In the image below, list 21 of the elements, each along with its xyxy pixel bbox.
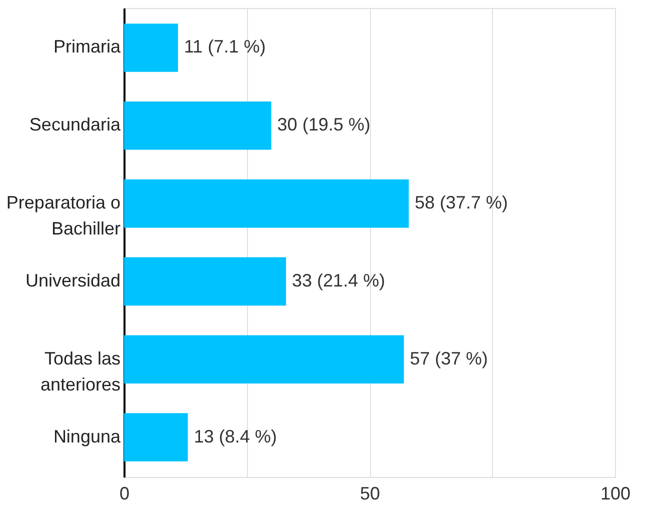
bar: [124, 335, 404, 384]
bar: [124, 101, 272, 150]
data-label: 13 (8.4 %): [194, 426, 277, 446]
x-tick-label: 100: [600, 484, 631, 504]
data-label: 58 (37.7 %): [414, 192, 508, 213]
data-label: 11 (7.1 %): [184, 36, 266, 57]
x-tick-label: 50: [360, 484, 380, 504]
y-tick-label: Todas las anteriores: [40, 348, 120, 394]
y-tick-label: Universidad: [25, 270, 120, 290]
bar: [124, 179, 409, 228]
y-tick-label: Secundaria: [29, 114, 122, 135]
bar: [124, 24, 178, 72]
bar: [124, 413, 188, 462]
y-tick-label: Primaria: [53, 36, 122, 57]
y-tick-label: Preparatoria o Bachiller: [6, 192, 121, 239]
data-label: 57 (37 %): [410, 348, 488, 368]
data-label: 33 (21.4 %): [292, 270, 386, 290]
y-tick-label: Ninguna: [53, 426, 122, 446]
data-label: 30 (19.5 %): [277, 114, 370, 135]
x-tick-label: 0: [119, 484, 130, 504]
bar: [124, 257, 286, 306]
